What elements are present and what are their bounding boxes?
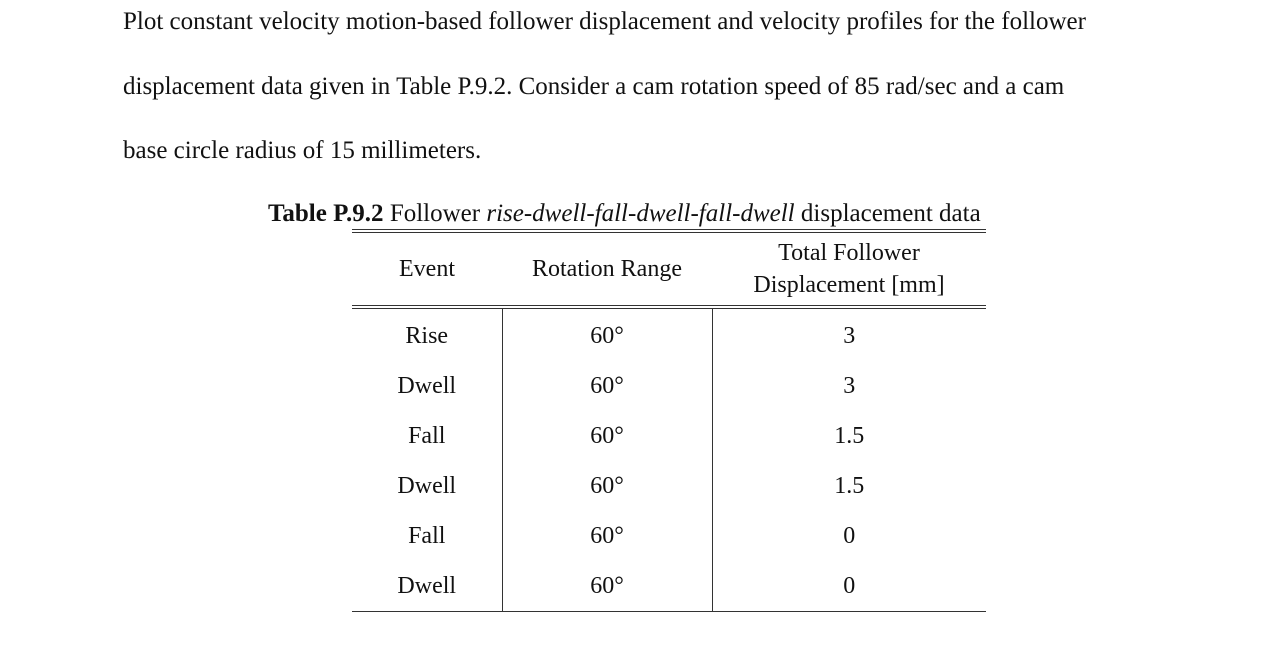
cell-rotation-range: 60° [502, 561, 713, 612]
table-row: Fall 60° 0 [352, 511, 986, 561]
cell-event: Fall [352, 511, 503, 561]
cell-displacement: 0 [843, 522, 856, 549]
header-rotation-range: Rotation Range [532, 256, 682, 282]
displacement-table: Event Rotation Range Total Follower Disp… [352, 229, 986, 612]
cell-displacement: 3 [843, 322, 856, 349]
header-total-displacement: Total Follower Displacement [mm] [712, 231, 986, 307]
header-total-displacement-line2: Displacement [mm] [753, 272, 945, 298]
cell-displacement: 3 [843, 372, 856, 399]
table-row: Dwell 60° 3 [352, 361, 986, 411]
cell-displacement: 1.5 [834, 422, 865, 449]
cell-rotation-range: 60° [502, 511, 713, 561]
table-caption: Table P.9.2 Follower rise-dwell-fall-dwe… [268, 199, 981, 229]
cell-rotation-range: 60° [502, 361, 713, 411]
cell-rotation-range: 60° [502, 461, 713, 511]
cell-displacement: 0 [843, 572, 856, 599]
cell-rotation-range: 60° [502, 411, 713, 461]
table-row: Fall 60° 1.5 [352, 411, 986, 461]
table-row: Dwell 60° 1.5 [352, 461, 986, 511]
cell-event: Dwell [352, 361, 503, 411]
table-row: Rise 60° 3 [352, 307, 986, 361]
header-event: Event [399, 256, 455, 282]
header-total-displacement-line1: Total Follower [778, 240, 920, 266]
cell-event: Dwell [352, 561, 503, 612]
problem-statement-line-2: displacement data given in Table P.9.2. … [123, 73, 1065, 100]
cell-event: Fall [352, 411, 503, 461]
table-header-row: Event Rotation Range Total Follower Disp… [352, 231, 986, 307]
cell-displacement: 1.5 [834, 472, 865, 499]
table-caption-label: Table P.9.2 [268, 200, 384, 227]
table-row: Dwell 60° 0 [352, 561, 986, 612]
problem-statement-line-3: base circle radius of 15 millimeters. [123, 137, 482, 164]
cell-event: Dwell [352, 461, 503, 511]
problem-statement-line-1: Plot constant velocity motion-based foll… [123, 8, 1086, 35]
table-caption-text-post: displacement data [794, 200, 981, 227]
cell-event: Rise [352, 307, 503, 361]
table-caption-italic: rise-dwell-fall-dwell-fall-dwell [486, 200, 795, 227]
table-caption-text-pre: Follower [383, 200, 487, 227]
displacement-table-container: Event Rotation Range Total Follower Disp… [352, 229, 986, 612]
cell-rotation-range: 60° [502, 307, 713, 361]
